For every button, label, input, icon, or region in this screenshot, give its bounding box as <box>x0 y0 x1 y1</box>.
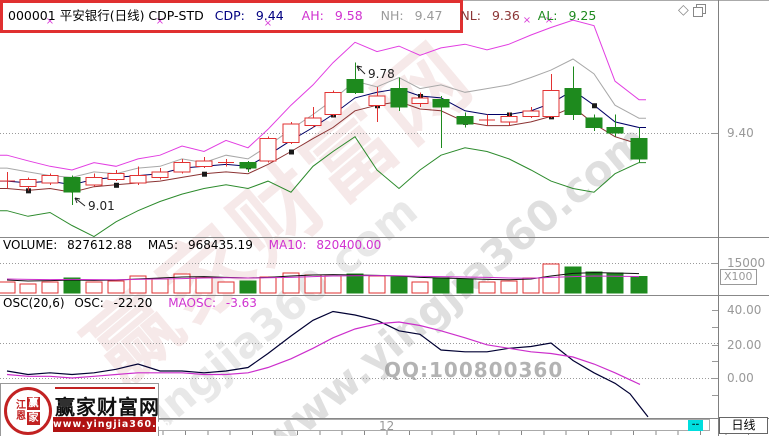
logo-url: www.yingjia360.com <box>53 417 182 432</box>
ma5-value: 968435.19 <box>187 238 253 252</box>
osc-header: OSC(20,6) OSC: -22.20 MAOSC: -3.63 <box>3 296 269 310</box>
maosc-label: MAOSC: <box>168 296 217 310</box>
svg-text:×: × <box>523 15 531 26</box>
seal-char: 恩 <box>16 411 26 422</box>
ah-label: AH: 9.58 <box>301 8 363 23</box>
svg-text:×: × <box>264 18 272 29</box>
cdp-value: 9.44 <box>255 8 284 23</box>
osc-axis-label-40: 40.00 <box>727 303 762 317</box>
osc-value: -22.20 <box>113 296 153 310</box>
svg-text:×: × <box>156 16 164 27</box>
volume-header: VOLUME: 827612.88 MA5: 968435.19 MA10: 8… <box>3 238 393 252</box>
ah-value: 9.58 <box>334 8 363 23</box>
svg-text:9.01: 9.01 <box>88 199 115 213</box>
osc-name: OSC(20,6) <box>3 296 65 310</box>
maosc-value: -3.63 <box>225 296 257 310</box>
scroll-position-marker[interactable]: -- <box>688 420 703 431</box>
seal-char: 家 <box>27 412 40 425</box>
osc-axis-label-0: 0.00 <box>727 371 754 385</box>
cascade-windows-icon[interactable] <box>692 4 706 17</box>
nl-label: NL: 9.36 <box>460 8 520 23</box>
window-controls: ◇ <box>678 2 706 18</box>
nh-label: NH: 9.47 <box>380 8 443 23</box>
osc-axis-label-20: 20.00 <box>727 338 762 352</box>
al-label: AL: 9.25 <box>537 8 597 23</box>
diamond-icon[interactable]: ◇ <box>678 2 689 18</box>
x-axis-month-label: 12 <box>379 419 395 433</box>
svg-text:×: × <box>545 15 553 26</box>
volume-unit-badge: X100 <box>720 269 757 285</box>
volume-value: 827612.88 <box>67 238 133 252</box>
ma10-label: MA10: <box>268 238 307 252</box>
ma10-value: 820400.00 <box>316 238 382 252</box>
logo-seal-icon: 江 恩 赢 家 <box>4 387 52 435</box>
svg-text:9.78: 9.78 <box>368 67 395 81</box>
stock-title: 000001 平安银行(日线) CDP-STD <box>8 8 204 23</box>
volume-axis-label: 15000 <box>727 256 766 270</box>
nh-value: 9.47 <box>414 8 443 23</box>
al-value: 9.25 <box>568 8 597 23</box>
osc-label: OSC: <box>74 296 104 310</box>
svg-text:×: × <box>46 16 54 27</box>
period-selector[interactable]: 日线 <box>719 417 768 434</box>
seal-char: 江 <box>16 400 26 411</box>
logo-title: 赢家财富网 <box>55 387 159 420</box>
nl-value: 9.36 <box>491 8 520 23</box>
price-axis-label: 9.40 <box>727 126 754 140</box>
ma5-label: MA5: <box>147 238 179 252</box>
seal-char: 赢 <box>27 397 40 410</box>
watermark-qq: QQ:100800360 <box>384 358 564 382</box>
volume-label: VOLUME: <box>3 238 58 252</box>
site-logo: 江 恩 赢 家 赢家财富网 www.yingjia360.com <box>0 383 182 436</box>
cdp-label: CDP: 9.44 <box>214 8 284 23</box>
indicator-header: 000001 平安银行(日线) CDP-STD CDP: 9.44 AH: 9.… <box>0 0 596 33</box>
